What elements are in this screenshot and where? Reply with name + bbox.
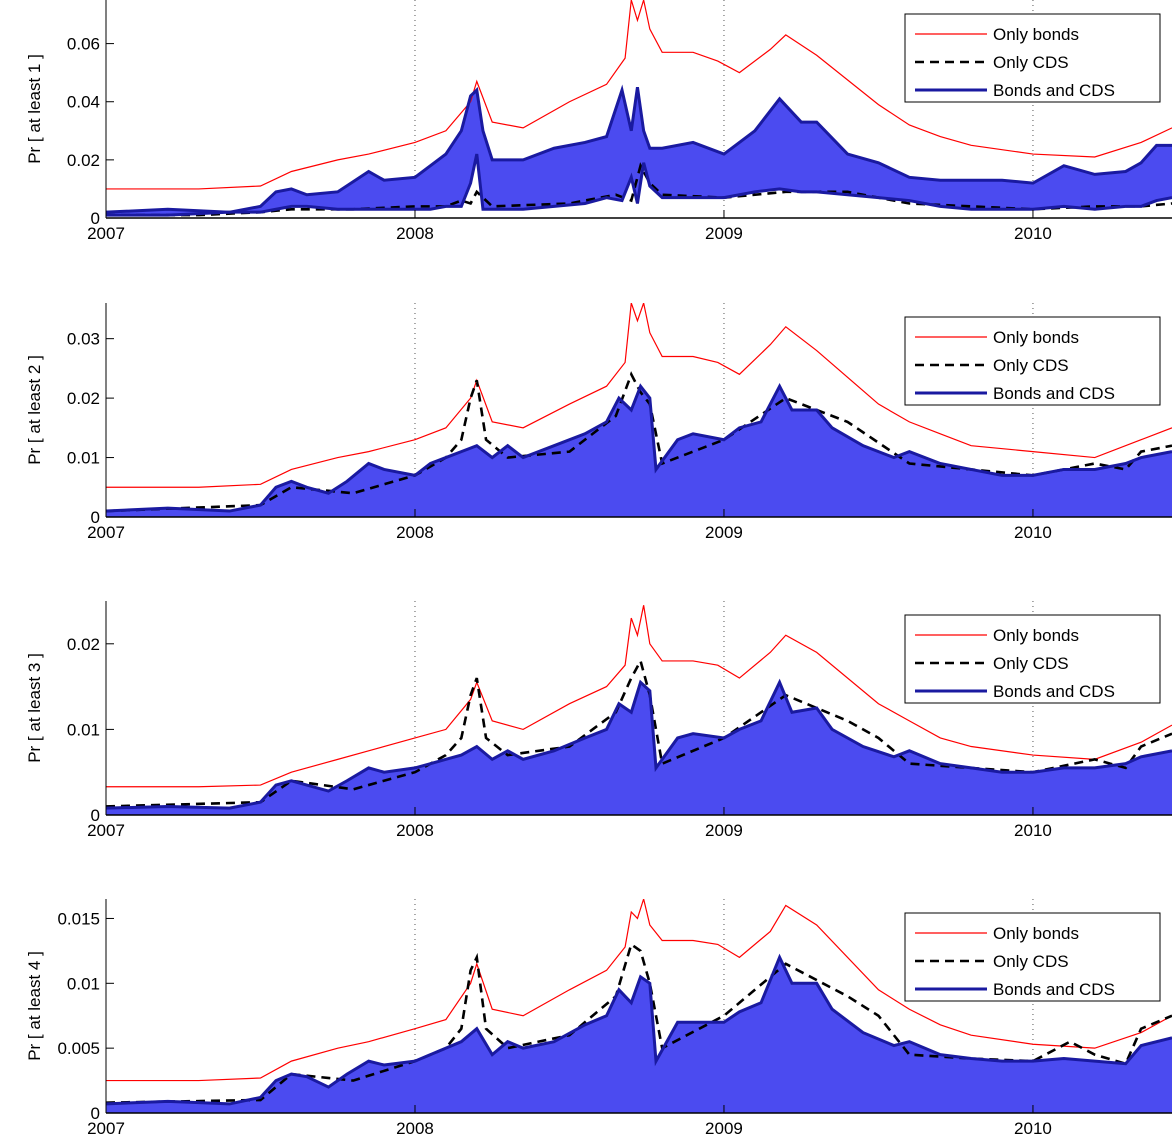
y-tick-label: 0.04 xyxy=(67,93,100,112)
x-tick-label: 2009 xyxy=(705,821,743,840)
y-tick-label: 0.015 xyxy=(57,909,100,928)
legend-label: Only bonds xyxy=(993,25,1079,44)
y-axis-label: Pr [ at least 3 ] xyxy=(25,653,44,763)
only-cds-line xyxy=(106,942,1172,1104)
legend-label: Only bonds xyxy=(993,924,1079,943)
x-tick-label: 2010 xyxy=(1014,224,1052,243)
y-tick-label: 0.01 xyxy=(67,720,100,739)
plot-area xyxy=(106,899,1172,1113)
legend-label: Only bonds xyxy=(993,626,1079,645)
x-tick-label: 2010 xyxy=(1014,1119,1052,1138)
y-axis-label: Pr [ at least 1 ] xyxy=(25,54,44,164)
legend-label: Only CDS xyxy=(993,356,1069,375)
x-tick-label: 2010 xyxy=(1014,523,1052,542)
x-tick-label: 2008 xyxy=(396,821,434,840)
x-tick-label: 2010 xyxy=(1014,821,1052,840)
x-tick-label: 2007 xyxy=(87,523,125,542)
y-tick-label: 0 xyxy=(91,806,100,825)
bonds-and-cds-lower-line xyxy=(106,153,1172,217)
only-bonds-line xyxy=(106,0,1172,190)
legend-label: Bonds and CDS xyxy=(993,682,1115,701)
y-tick-label: 0.02 xyxy=(67,151,100,170)
x-tick-label: 2008 xyxy=(396,1119,434,1138)
y-tick-label: 0.01 xyxy=(67,974,100,993)
panel-3: 0 0.01 0.02 2007 2008 2009 2010 Pr [ at least 3… xyxy=(25,601,1172,840)
legend: Only bonds Only CDS Bonds and CDS xyxy=(904,614,1161,704)
legend-label: Bonds and CDS xyxy=(993,384,1115,403)
bonds-and-cds-line xyxy=(106,678,1172,810)
only-cds-line xyxy=(106,371,1172,513)
x-tick-label: 2007 xyxy=(87,821,125,840)
legend-label: Only CDS xyxy=(993,53,1069,72)
y-tick-label: 0 xyxy=(91,1104,100,1123)
legend-box xyxy=(904,614,1161,704)
only-bonds-line xyxy=(106,899,1172,1082)
x-tick-label: 2009 xyxy=(705,523,743,542)
bonds-and-cds-area xyxy=(106,682,1172,815)
y-tick-label: 0.02 xyxy=(67,389,100,408)
y-tick-label: 0.03 xyxy=(67,330,100,349)
legend: Only bonds Only CDS Bonds and CDS xyxy=(904,13,1161,103)
legend-label: Only bonds xyxy=(993,328,1079,347)
y-tick-label: 0.005 xyxy=(57,1039,100,1058)
only-bonds-line xyxy=(106,605,1172,788)
panel-2: 0 0.01 0.02 0.03 2007 2008 2009 2010 Pr [ at lea… xyxy=(25,303,1172,542)
x-tick-label: 2007 xyxy=(87,224,125,243)
x-tick-label: 2009 xyxy=(705,224,743,243)
panel-4: 0 0.005 0.01 0.015 2007 2008 2009 2010 Pr [ at l… xyxy=(25,899,1172,1138)
legend-label: Bonds and CDS xyxy=(993,81,1115,100)
y-axis-label: Pr [ at least 4 ] xyxy=(25,951,44,1061)
legend-box xyxy=(904,912,1161,1002)
y-axis-label: Pr [ at least 2 ] xyxy=(25,355,44,465)
y-tick-label: 0.06 xyxy=(67,35,100,54)
x-tick-label: 2009 xyxy=(705,1119,743,1138)
bonds-and-cds-line xyxy=(106,953,1172,1106)
legend-label: Bonds and CDS xyxy=(993,980,1115,999)
legend-box xyxy=(904,13,1161,103)
bonds-and-cds-upper-line xyxy=(106,84,1172,214)
x-tick-label: 2008 xyxy=(396,224,434,243)
legend-label: Only CDS xyxy=(993,952,1069,971)
legend-label: Only CDS xyxy=(993,654,1069,673)
y-tick-label: 0 xyxy=(91,508,100,527)
plot-area xyxy=(106,0,1172,218)
legend: Only bonds Only CDS Bonds and CDS xyxy=(904,316,1161,406)
legend: Only bonds Only CDS Bonds and CDS xyxy=(904,912,1161,1002)
bonds-and-cds-area xyxy=(106,87,1172,216)
bonds-and-cds-area xyxy=(106,386,1172,517)
x-tick-label: 2007 xyxy=(87,1119,125,1138)
bonds-and-cds-line xyxy=(106,382,1172,513)
y-tick-label: 0.01 xyxy=(67,449,100,468)
panel-1: 0 0.02 0.04 0.06 2007 2008 2009 2010 Pr [ at lea… xyxy=(25,0,1172,243)
y-tick-label: 0.02 xyxy=(67,635,100,654)
only-bonds-line xyxy=(106,303,1172,488)
x-tick-label: 2008 xyxy=(396,523,434,542)
legend-box xyxy=(904,316,1161,406)
y-tick-label: 0 xyxy=(91,209,100,228)
